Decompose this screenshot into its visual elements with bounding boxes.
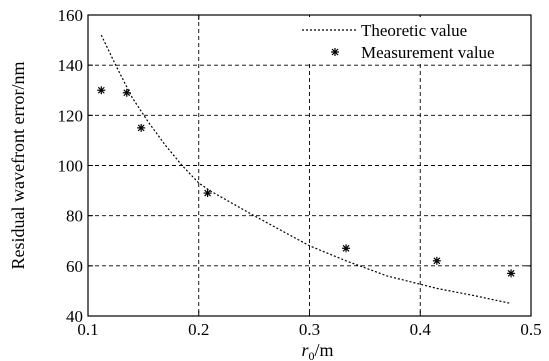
measurement-point [432,256,441,265]
legend-measurement-swatch [331,48,339,56]
x-tick-label: 0.3 [299,320,320,339]
y-tick-label: 160 [58,6,84,25]
marker-stroke [97,86,105,94]
marker-stroke [204,189,212,197]
y-tick-label: 140 [58,56,84,75]
legend-measurement-label: Measurement value [361,43,495,62]
y-tick-label: 80 [66,207,83,226]
grid-lines [88,15,531,316]
x-axis-label-main: r [301,340,309,360]
x-axis-label-subscript: 0 [309,349,315,361]
x-tick-label: 0.5 [520,320,541,339]
x-tick-label: 0.1 [77,320,98,339]
theoretic-value-line [100,34,512,305]
x-tick-labels: 0.1 0.2 0.3 0.4 0.5 [77,320,541,339]
measurement-point [137,123,146,132]
marker-stroke [137,124,145,132]
legend-theoretic-label: Theoretic value [361,21,467,40]
x-axis-label: r0/m [301,340,333,361]
measurement-point [507,269,516,278]
y-tick-label: 120 [58,106,84,125]
marker-stroke [342,244,350,252]
marker-stroke [331,48,339,56]
y-tick-label: 100 [58,157,84,176]
legend: Theoretic value Measurement value [296,17,528,63]
x-tick-label: 0.2 [188,320,209,339]
measurement-point [342,244,351,253]
marker-stroke [433,257,441,265]
y-tick-labels: 40 60 80 100 120 140 160 [58,6,84,326]
y-tick-label: 60 [66,257,83,276]
marker-stroke [123,89,131,97]
measurement-point [203,189,212,198]
x-axis-label-unit: /m [315,340,334,360]
y-axis-label: Residual wavefront error/nm [8,62,28,270]
legend-star-marker [331,48,339,56]
y-tick-label: 40 [66,307,83,326]
x-tick-label: 0.4 [410,320,432,339]
measurement-point [122,88,131,97]
series-layer [97,34,516,305]
marker-stroke [507,269,515,277]
measurement-point [97,86,106,95]
